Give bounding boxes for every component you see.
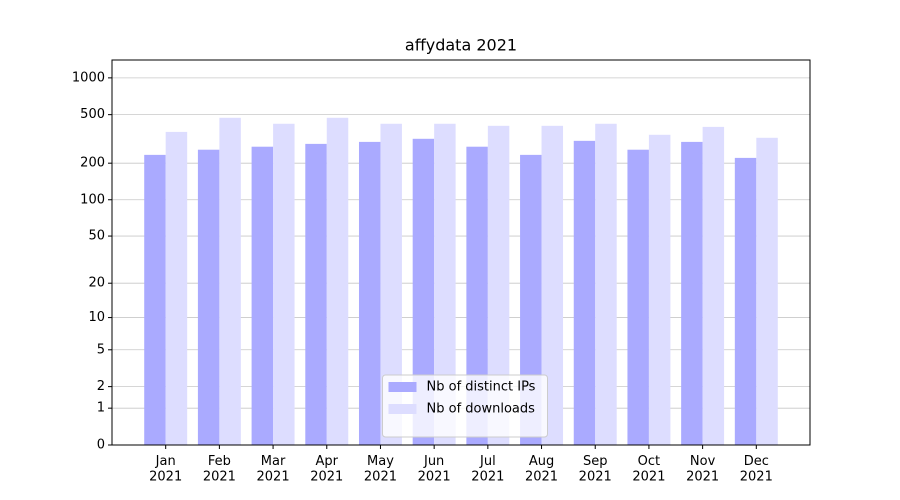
bar (358, 141, 381, 445)
legend-label: Nb of downloads (427, 402, 536, 417)
plot-frame (111, 59, 811, 446)
legend-label: Nb of distinct IPs (427, 380, 536, 395)
bar (520, 154, 542, 445)
bar (648, 134, 671, 445)
y-tick-label: 2 (97, 379, 105, 394)
bar (595, 123, 617, 445)
y-tick-label: 20 (88, 276, 105, 291)
bar (305, 143, 327, 445)
x-tick-label: Dec 2021 (740, 454, 773, 485)
bar (412, 138, 435, 445)
bar (573, 140, 596, 445)
x-tick-label: Sep 2021 (579, 454, 612, 485)
bar (734, 157, 757, 446)
y-tick-label: 10 (88, 310, 105, 325)
bar (326, 117, 349, 445)
bar (681, 141, 703, 445)
x-tick-label: Oct 2021 (632, 454, 665, 485)
y-tick-label: 1000 (72, 70, 105, 85)
x-tick-label: May 2021 (364, 454, 397, 485)
bar (756, 137, 778, 445)
x-tick-label: Jun 2021 (418, 454, 451, 485)
bar (466, 146, 488, 445)
legend-swatch (388, 382, 417, 392)
bar (197, 149, 220, 445)
legend-swatch (388, 404, 417, 414)
bar (380, 123, 402, 445)
x-tick-label: Jul 2021 (471, 454, 504, 485)
chart-title: affydata 2021 (405, 36, 517, 55)
bar (251, 146, 274, 445)
y-tick-label: 100 (80, 192, 105, 207)
x-tick-label: Nov 2021 (686, 454, 719, 485)
y-tick-label: 5 (97, 342, 105, 357)
y-tick-label: 50 (88, 229, 105, 244)
bar (487, 125, 510, 445)
bar (273, 123, 295, 445)
x-tick-label: Apr 2021 (310, 454, 343, 485)
x-tick-label: Mar 2021 (257, 454, 290, 485)
x-tick-label: Jan 2021 (149, 454, 182, 485)
bar (165, 131, 188, 446)
x-tick-label: Aug 2021 (525, 454, 558, 485)
bar (702, 126, 725, 445)
y-tick-label: 500 (80, 107, 105, 122)
bar (541, 125, 564, 445)
y-tick-label: 0 (97, 438, 105, 453)
y-tick-label: 1 (97, 401, 105, 416)
x-tick-label: Feb 2021 (203, 454, 236, 485)
bar (144, 154, 166, 445)
y-tick-label: 200 (80, 156, 105, 171)
bar (219, 117, 241, 445)
bar (434, 123, 456, 445)
bar (627, 149, 649, 445)
legend-box (382, 374, 548, 438)
